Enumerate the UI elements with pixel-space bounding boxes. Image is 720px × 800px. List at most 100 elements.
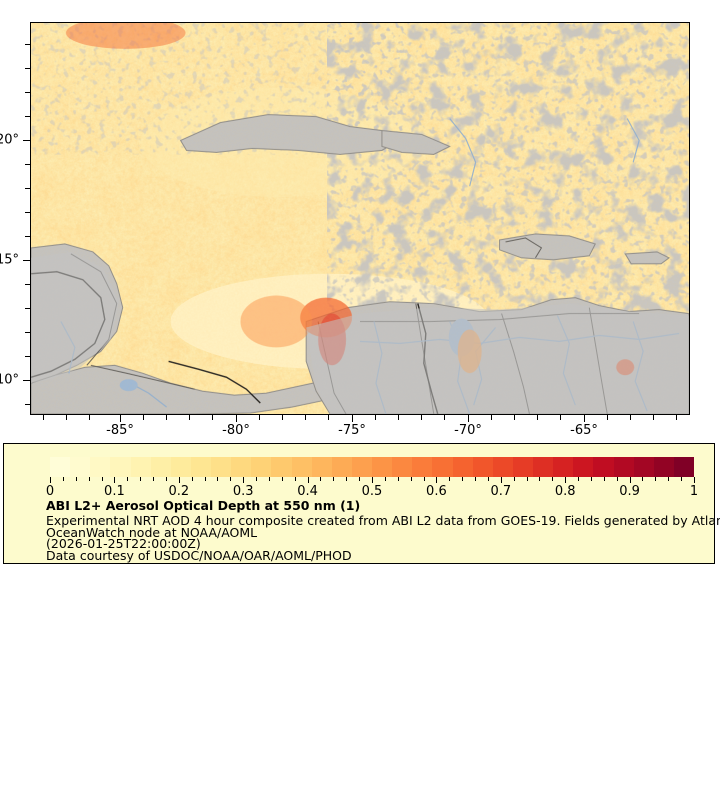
colorbar-tick-label: 0.4 [297, 484, 318, 499]
colorbar-minor-tick [75, 477, 77, 481]
x-minor-tick [166, 415, 167, 420]
legend-credit: Data courtesy of USDOC/NOAA/OAR/AOML/PHO… [46, 547, 352, 563]
colorbar-minor-tick [681, 477, 683, 481]
x-minor-tick [444, 415, 445, 420]
colorbar-minor-tick [616, 477, 618, 481]
colorbar-minor-tick [359, 477, 361, 481]
colorbar-step [331, 457, 352, 477]
colorbar-tick-label: 0 [45, 484, 55, 499]
colorbar-minor-tick [217, 477, 219, 481]
y-minor-tick [25, 116, 30, 117]
colorbar-minor-tick [294, 477, 296, 481]
colorbar-minor-tick [140, 477, 142, 481]
colorbar-step [70, 457, 91, 477]
x-major-tick [584, 415, 585, 422]
colorbar-minor-tick [590, 477, 592, 481]
colorbar-tick-label: 1 [689, 484, 699, 499]
colorbar-step [372, 457, 393, 477]
colorbar-step [573, 457, 594, 477]
colorbar-step [351, 457, 372, 477]
colorbar-step [673, 457, 694, 477]
x-minor-tick [421, 415, 422, 420]
legend-panel: 0 0.1 0.2 0.3 0.4 0.5 0.6 0.7 0.8 0.9 1 ABI L2+ Ae… [3, 443, 720, 564]
colorbar-minor-tick [475, 477, 477, 481]
x-minor-tick [328, 415, 329, 420]
y-minor-tick [25, 212, 30, 213]
y-minor-tick [25, 164, 30, 165]
x-minor-tick [491, 415, 492, 420]
legend-description-line2: OceanWatch node at NOAA/AOML [46, 524, 258, 540]
colorbar-minor-tick [320, 477, 322, 481]
map-frame [30, 22, 690, 415]
y-minor-tick [25, 356, 30, 357]
colorbar-tick-label: 0.3 [232, 484, 254, 499]
legend-timestamp: (2026-01-25T22:00:00Z) [46, 536, 201, 551]
colorbar-step [110, 457, 131, 477]
colorbar-step [311, 457, 332, 477]
colorbar-minor-tick [462, 477, 464, 481]
colorbar-minor-tick [487, 477, 489, 481]
colorbar-step [211, 457, 232, 477]
colorbar-minor-tick [397, 477, 399, 481]
colorbar-step [190, 457, 211, 477]
colorbar-minor-tick [655, 477, 657, 481]
colorbar-major-tick [372, 477, 373, 483]
colorbar-minor-tick [165, 477, 167, 481]
colorbar-minor-tick [539, 477, 541, 481]
colorbar-tick-label: 0.2 [168, 484, 190, 499]
x-minor-tick [282, 415, 283, 420]
x-minor-tick [630, 415, 631, 420]
y-tick-label: 15° [0, 252, 19, 268]
colorbar-minor-tick [268, 477, 270, 481]
y-minor-tick [25, 68, 30, 69]
colorbar-major-tick [565, 477, 567, 483]
colorbar-major-tick [178, 477, 180, 483]
colorbar-minor-tick [153, 477, 155, 481]
colorbar-major-tick [694, 477, 695, 483]
colorbar: 0 0.1 0.2 0.3 0.4 0.5 0.6 0.7 0.8 0.9 1 [46, 457, 698, 499]
colorbar-minor-tick [578, 477, 580, 481]
legend-title: ABI L2+ Aerosol Optical Depth at 550 nm … [46, 498, 361, 513]
colorbar-major-tick [629, 477, 631, 483]
y-minor-tick [25, 308, 30, 309]
x-minor-tick [514, 415, 515, 420]
colorbar-minor-tick [127, 477, 129, 481]
colorbar-step [472, 457, 493, 477]
colorbar-major-tick [500, 477, 502, 483]
x-major-tick [468, 415, 469, 422]
colorbar-minor-tick [281, 477, 283, 481]
colorbar-minor-tick [384, 477, 386, 481]
colorbar-minor-tick [668, 477, 670, 481]
colorbar-major-tick [114, 477, 116, 483]
y-minor-tick [25, 284, 30, 285]
colorbar-tick-label: 0.7 [490, 484, 512, 499]
x-tick-label: -85° [106, 423, 134, 438]
colorbar-tick-label: 0.8 [554, 484, 576, 499]
colorbar-step [553, 457, 574, 477]
y-minor-tick [25, 332, 30, 333]
x-major-tick [120, 415, 121, 422]
colorbar-step [291, 457, 312, 477]
colorbar-tick-label: 0.1 [104, 484, 125, 499]
x-minor-tick [398, 415, 399, 420]
colorbar-major-tick [436, 477, 438, 483]
colorbar-step [392, 457, 413, 477]
x-tick-label: -70° [454, 423, 482, 438]
x-tick-label: -65° [570, 423, 598, 438]
colorbar-step [492, 457, 513, 477]
colorbar-step [130, 457, 151, 477]
x-tick-label: -80° [222, 423, 250, 438]
x-minor-tick [375, 415, 376, 420]
colorbar-step [512, 457, 533, 477]
colorbar-minor-tick [603, 477, 605, 481]
x-minor-tick [43, 415, 44, 420]
colorbar-step [170, 457, 191, 477]
colorbar-minor-tick [230, 477, 232, 481]
y-minor-tick [25, 92, 30, 93]
colorbar-minor-tick [642, 477, 644, 481]
colorbar-minor-tick [62, 477, 64, 481]
y-tick-label: 10° [0, 372, 19, 388]
legend-description-line1: Experimental NRT AOD 4 hour composite cr… [46, 513, 720, 528]
colorbar-major-tick [243, 477, 245, 483]
